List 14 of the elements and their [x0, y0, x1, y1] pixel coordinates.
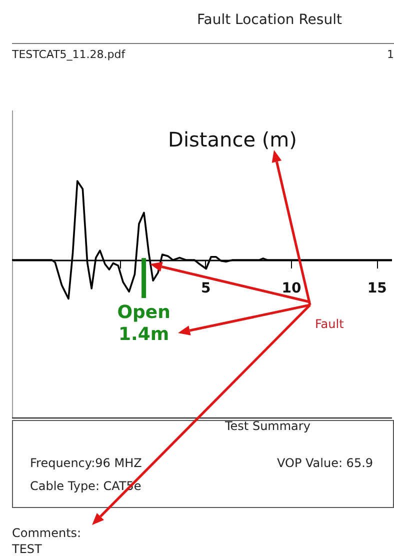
text: Frequency:96 MHZ: [30, 456, 142, 470]
chart-subtitle: TESTCAT5_11.28.pdf: [12, 48, 126, 61]
text: Test Summary: [225, 419, 310, 433]
x-tick-label: 10: [282, 280, 302, 297]
chart-title: Fault Location Result: [197, 12, 342, 28]
x-axis-title: Distance (m): [168, 128, 297, 152]
x-tick-label: 5: [201, 280, 211, 297]
text: 1: [387, 48, 394, 61]
text: VOP Value: 65.9: [277, 456, 374, 470]
x-tick-label: 15: [367, 280, 387, 297]
text: Fault: [315, 317, 344, 331]
text: Comments:: [12, 526, 82, 540]
ref-line-label: Open 1.4m: [116, 302, 172, 346]
text: TEST: [12, 542, 42, 556]
